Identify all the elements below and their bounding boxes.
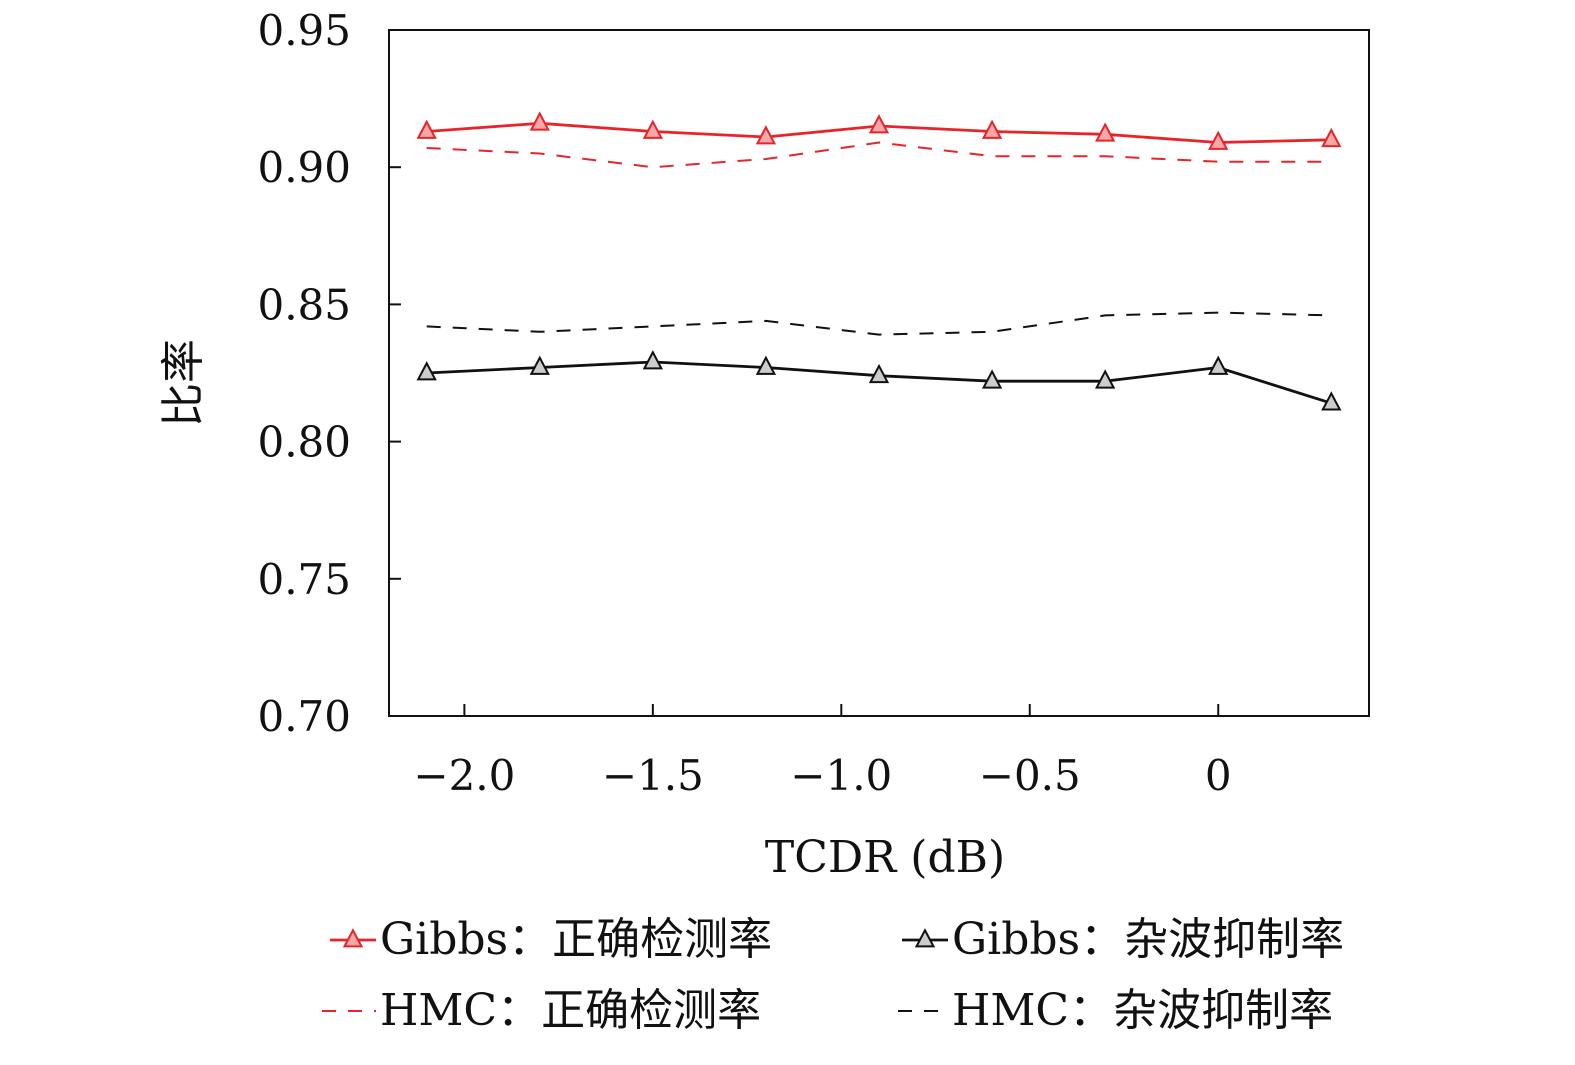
legend-label-3: HMC：杂波抑制率 — [952, 985, 1333, 1036]
data-point-0 — [868, 114, 890, 134]
data-point-0 — [755, 125, 777, 145]
data-point-0 — [1208, 130, 1229, 150]
data-point-0 — [1094, 122, 1116, 142]
legend-marker-1 — [914, 928, 936, 948]
data-point-1 — [1094, 369, 1116, 389]
data-point-0 — [1321, 127, 1342, 148]
x-tick-label: −2.0 — [413, 751, 515, 800]
data-point-0 — [642, 119, 664, 139]
data-point-1 — [642, 350, 664, 370]
y-axis-title: 比率 — [158, 339, 209, 427]
y-tick-label: 0.90 — [257, 143, 351, 192]
plot-frame — [388, 29, 1370, 717]
data-point-1 — [981, 369, 1003, 389]
legend: Gibbs：正确检测率 Gibbs：杂波抑制率 HMC：正确检测率 HMC：杂波抑制率 — [322, 914, 1344, 1036]
series-line-3 — [426, 311, 1332, 336]
data-point-1 — [755, 355, 777, 375]
y-tick-label: 0.85 — [257, 280, 351, 329]
plot-area: 0.70 0.75 0.80 0.85 0.90 0.95 −2.0 −1.5 −1.0 −0.5… — [257, 6, 1370, 800]
data-point-1 — [1321, 391, 1342, 411]
legend-label-1: Gibbs：杂波抑制率 — [952, 914, 1344, 965]
x-tick-label: −1.5 — [602, 751, 704, 800]
x-axis-title: TCDR (dB) — [765, 832, 1005, 883]
x-tick-label: −1.0 — [790, 751, 892, 800]
y-tick-label: 0.95 — [257, 6, 351, 55]
data-point-1 — [1208, 355, 1229, 375]
legend-label-0: Gibbs：正确检测率 — [380, 914, 772, 965]
data-point-1 — [868, 363, 890, 384]
data-point-0 — [981, 119, 1003, 139]
legend-marker-0 — [342, 928, 364, 948]
x-tick-label: 0 — [1205, 751, 1232, 800]
x-tick-label: −0.5 — [979, 751, 1081, 800]
y-tick-label: 0.70 — [257, 692, 351, 741]
series-line-2 — [426, 141, 1332, 169]
data-point-0 — [416, 119, 437, 139]
y-tick-label: 0.80 — [257, 418, 351, 467]
data-point-1 — [529, 355, 550, 375]
legend-label-2: HMC：正确检测率 — [380, 985, 761, 1036]
y-tick-label: 0.75 — [257, 555, 351, 604]
data-point-0 — [529, 111, 550, 131]
data-point-1 — [416, 361, 437, 381]
